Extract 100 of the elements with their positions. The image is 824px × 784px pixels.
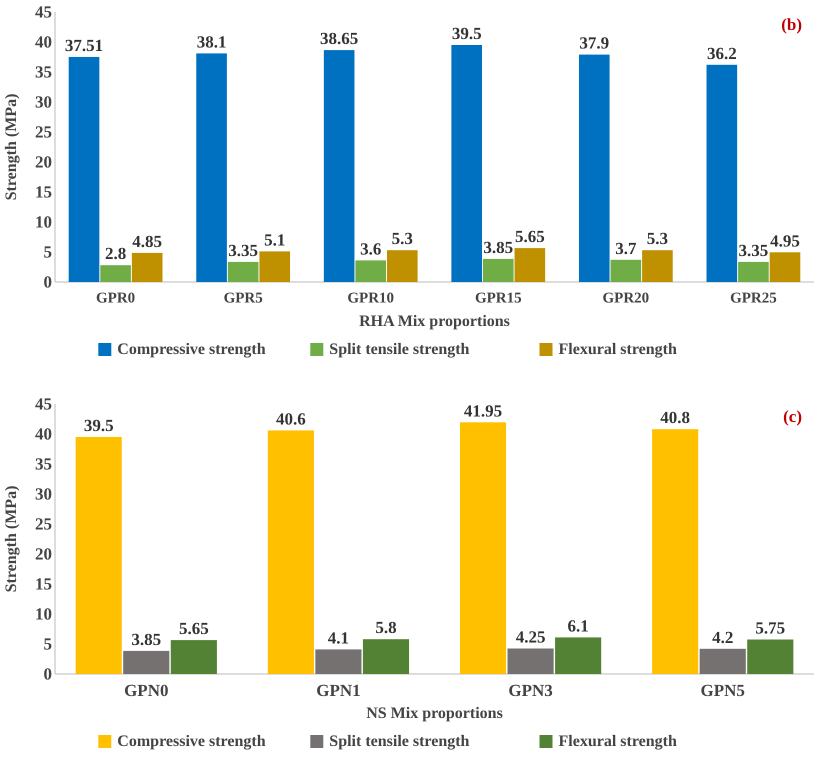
y-tick-label: 10 — [35, 212, 52, 232]
bar — [76, 437, 122, 674]
data-label: 2.8 — [104, 244, 126, 264]
y-tick-label: 15 — [35, 574, 52, 594]
bar — [642, 250, 673, 282]
legend-label: Compressive strength — [117, 341, 266, 358]
x-tick-label: GPN3 — [508, 681, 553, 700]
bar — [451, 45, 482, 282]
data-label: 3.85 — [483, 238, 514, 257]
x-axis-title: RHA Mix proportions — [359, 313, 510, 330]
bar — [738, 262, 769, 282]
x-tick-label: GPR20 — [602, 290, 650, 307]
bar — [578, 54, 610, 282]
data-label: 5.75 — [755, 618, 786, 638]
y-tick-label: 0 — [44, 272, 52, 292]
data-label: 3.6 — [360, 239, 382, 258]
annotation: (c) — [783, 407, 802, 426]
data-label: 4.25 — [516, 628, 546, 646]
y-tick-label: 40 — [35, 32, 52, 52]
bar — [482, 258, 514, 282]
bar — [747, 640, 794, 674]
y-tick-label: 15 — [35, 182, 52, 202]
data-label: 5.8 — [375, 618, 397, 638]
data-label: 5.65 — [514, 227, 545, 246]
x-tick-label: GPR0 — [96, 290, 136, 307]
y-tick-label: 30 — [35, 484, 52, 504]
y-tick-label: 20 — [35, 544, 52, 564]
bar — [514, 248, 546, 282]
y-tick-label: 25 — [35, 514, 52, 534]
data-label: 6.1 — [568, 616, 589, 636]
bar — [170, 640, 217, 674]
bar — [355, 260, 386, 282]
y-tick-label: 35 — [35, 62, 52, 82]
y-tick-label: 20 — [35, 152, 52, 172]
data-label: 41.95 — [464, 401, 502, 420]
data-label: 3.85 — [131, 630, 162, 649]
data-label: 39.5 — [452, 24, 482, 43]
data-label: 4.2 — [712, 628, 734, 647]
y-tick-label: 5 — [44, 634, 52, 654]
data-label: 3.7 — [615, 238, 637, 258]
bar — [68, 56, 100, 282]
data-label: 5.1 — [264, 230, 286, 250]
y-tick-label: 25 — [35, 122, 52, 142]
bar — [196, 53, 227, 282]
x-tick-label: GPR5 — [224, 290, 263, 307]
bar — [100, 265, 131, 282]
bar — [268, 430, 314, 674]
data-label: 40.8 — [660, 408, 690, 428]
x-tick-label: GPR10 — [347, 290, 394, 307]
bar — [132, 252, 162, 282]
y-tick-label: 30 — [35, 92, 52, 112]
y-tick-label: 35 — [35, 454, 52, 474]
bar — [228, 262, 258, 282]
x-tick-label: GPN5 — [700, 681, 745, 700]
legend-label: Flexural strength — [558, 341, 677, 358]
bar — [324, 50, 354, 282]
data-label: 36.2 — [706, 44, 737, 63]
bar — [610, 260, 642, 282]
x-tick-label: GPR15 — [474, 290, 522, 307]
legend-label: Split tensile strength — [329, 733, 470, 750]
data-label: 38.65 — [320, 29, 358, 48]
y-tick-label: 10 — [35, 604, 52, 624]
bar — [706, 64, 738, 282]
data-label: 38.1 — [196, 32, 226, 52]
legend-label: Compressive strength — [117, 733, 266, 750]
y-tick-label: 5 — [44, 242, 52, 262]
y-tick-label: 45 — [35, 394, 52, 414]
data-label: 5.3 — [392, 229, 413, 248]
x-tick-label: GPR25 — [730, 290, 777, 307]
data-label: 4.1 — [328, 628, 350, 648]
data-label: 3.35 — [738, 240, 768, 260]
data-label: 3.35 — [228, 240, 258, 260]
y-tick-label: 45 — [35, 2, 52, 22]
bar — [259, 251, 290, 282]
bar — [460, 422, 506, 674]
bar — [555, 637, 602, 674]
x-tick-label: GPN1 — [316, 681, 361, 700]
bar — [123, 650, 170, 674]
x-axis-title: NS Mix proportions — [366, 705, 503, 722]
annotation: (b) — [781, 15, 802, 34]
data-label: 4.95 — [770, 231, 800, 250]
y-axis-title: Strength (MPa) — [3, 486, 20, 592]
bar — [386, 250, 418, 282]
legend-label: Flexural strength — [558, 733, 677, 750]
y-tick-label: 40 — [35, 424, 52, 444]
data-label: 37.51 — [64, 36, 104, 55]
bar — [508, 648, 554, 674]
x-tick-label: GPN0 — [124, 681, 168, 700]
bar — [652, 429, 698, 674]
bar — [770, 252, 800, 282]
data-label: 5.65 — [178, 619, 209, 638]
y-axis-title: Strength (MPa) — [3, 94, 20, 200]
y-tick-label: 0 — [44, 664, 52, 684]
data-label: 4.85 — [132, 232, 162, 251]
data-label: 5.3 — [646, 229, 668, 248]
bar — [315, 649, 362, 674]
data-label: 39.5 — [84, 416, 114, 435]
legend-label: Split tensile strength — [329, 341, 470, 358]
data-label: 40.6 — [276, 409, 306, 428]
bar — [700, 648, 746, 674]
